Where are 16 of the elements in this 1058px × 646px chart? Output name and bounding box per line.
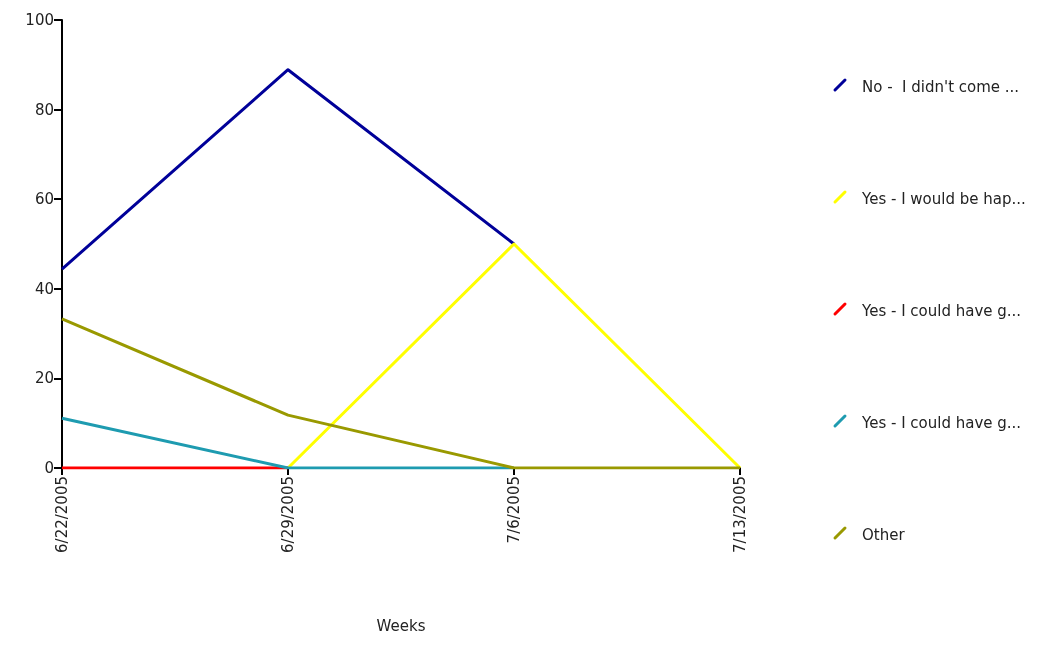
x-tick-label: 6/22/2005 (53, 476, 71, 553)
legend-label: No - I didn't come ... (862, 78, 1020, 96)
y-tick-label: 80 (34, 100, 54, 119)
x-tick-label: 6/29/2005 (279, 476, 297, 553)
legend-label: Other (862, 526, 906, 544)
y-tick-label: 0 (44, 459, 54, 477)
legend-label: Yes - I could have g... (861, 302, 1022, 320)
legend-label: Yes - I would be hap... (861, 190, 1026, 208)
x-tick-label: 7/13/2005 (731, 476, 749, 553)
legend-label: Yes - I could have g... (861, 414, 1022, 432)
x-tick-label: 7/6/2005 (505, 476, 523, 544)
y-tick-label: 100 (25, 11, 54, 29)
y-tick-label: 40 (34, 279, 54, 298)
x-axis-title: Weeks (376, 616, 426, 635)
y-tick-label: 20 (34, 369, 54, 388)
y-tick-label: 60 (34, 190, 54, 209)
